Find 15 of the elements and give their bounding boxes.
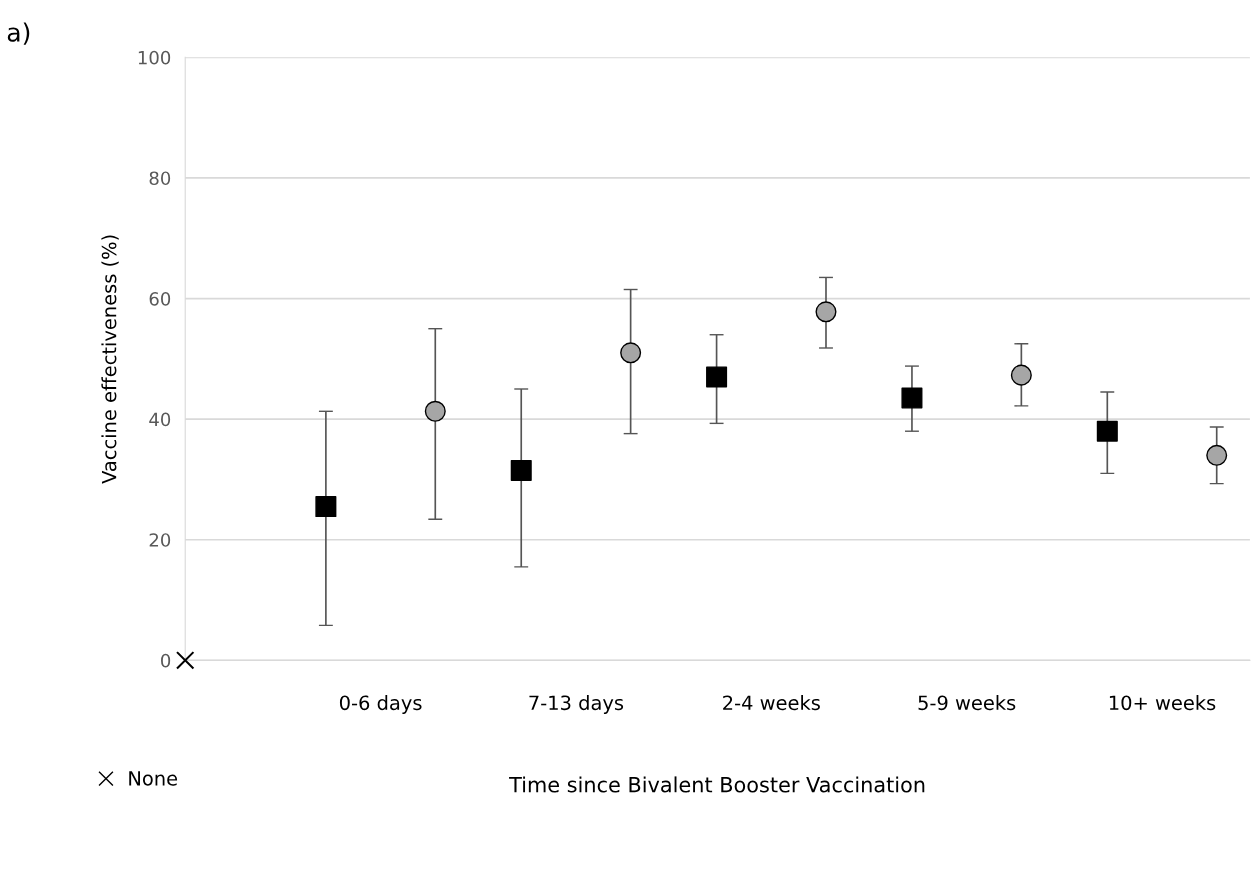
y-tick-label: 20 — [149, 533, 171, 547]
x-tick-label: 7-13 days — [529, 695, 624, 714]
y-tick-label: 80 — [149, 171, 171, 186]
x-tick-label: 2-4 weeks — [723, 695, 820, 711]
y-tick-label: 40 — [149, 412, 171, 427]
y-tick-label: 0 — [161, 653, 171, 668]
y-axis-title: Vaccine effectiveness (%) — [101, 235, 119, 484]
chart-title: a) — [7, 22, 30, 45]
y-tick-label: 100 — [138, 50, 171, 65]
x-tick-label: 0-6 days — [339, 695, 422, 714]
x-axis-title: Time since Bivalent Booster Vaccination — [509, 776, 925, 793]
x-tick-label: 5-9 weeks — [918, 695, 1016, 711]
legend-label: None — [129, 771, 178, 786]
x-tick-label: 10+ weeks — [1109, 695, 1216, 711]
y-tick-label: 60 — [149, 292, 171, 306]
